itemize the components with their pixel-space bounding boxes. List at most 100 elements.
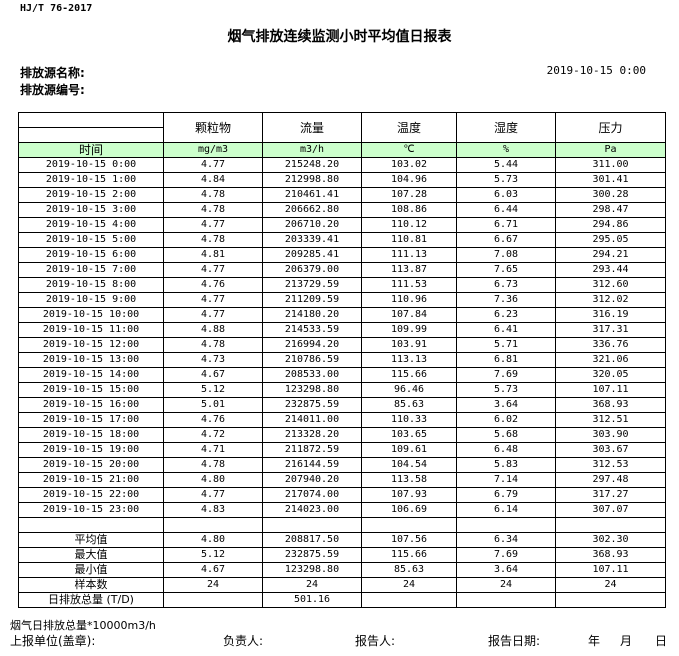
value-cell: 206662.80 [262,202,362,218]
value-cell: 5.12 [163,382,263,398]
value-cell: 4.76 [163,277,263,293]
summary-row: 最小值 4.67 123298.80 85.63 3.64 107.11 [18,562,666,578]
value-cell: 108.86 [361,202,457,218]
report-table: 颗粒物 流量 温度 湿度 压力 时间 mg/m3 m3/h ℃ % Pa 201… [18,112,666,608]
table-row: 2019-10-15 15:00 5.12 123298.80 96.46 5.73 10… [18,382,666,398]
value-cell: 7.65 [456,262,556,278]
time-cell: 2019-10-15 7:00 [18,262,164,278]
summary-value: 3.64 [456,562,556,578]
value-cell: 103.02 [361,157,457,173]
value-cell: 4.77 [163,307,263,323]
day-label: 日 [655,634,668,648]
table-row: 2019-10-15 19:00 4.71 211872.59 109.61 6.48 3… [18,442,666,458]
time-cell: 2019-10-15 11:00 [18,322,164,338]
source-name-label: 排放源名称: [20,66,85,80]
unit-cell: ℃ [361,142,457,158]
value-cell: 107.28 [361,187,457,203]
value-cell: 4.77 [163,157,263,173]
col-header: 温度 [361,112,457,143]
value-cell: 301.41 [555,172,666,188]
value-cell: 6.23 [456,307,556,323]
table-row: 2019-10-15 22:00 4.77 217074.00 107.93 6.79 3… [18,487,666,503]
time-cell: 2019-10-15 21:00 [18,472,164,488]
value-cell: 215248.20 [262,157,362,173]
col-header: 流量 [262,112,362,143]
summary-label: 样本数 [18,577,164,593]
value-cell: 303.90 [555,427,666,443]
value-cell: 4.72 [163,427,263,443]
unit-cell: m3/h [262,142,362,158]
value-cell: 4.77 [163,217,263,233]
table-row: 2019-10-15 20:00 4.78 216144.59 104.54 5.83 3… [18,457,666,473]
time-cell: 2019-10-15 23:00 [18,502,164,518]
value-cell: 4.77 [163,262,263,278]
value-cell: 214180.20 [262,307,362,323]
value-cell: 7.69 [456,367,556,383]
value-cell: 312.02 [555,292,666,308]
units-row: 时间 mg/m3 m3/h ℃ % Pa [18,142,666,158]
value-cell: 217074.00 [262,487,362,503]
header-corner-top [18,112,164,128]
value-cell: 207940.20 [262,472,362,488]
value-cell: 4.67 [163,367,263,383]
blank-row [18,517,666,533]
time-cell: 2019-10-15 6:00 [18,247,164,263]
time-cell: 2019-10-15 15:00 [18,382,164,398]
value-cell: 6.79 [456,487,556,503]
value-cell: 4.83 [163,502,263,518]
summary-value [361,592,457,608]
value-cell: 216144.59 [262,457,362,473]
value-cell: 312.53 [555,457,666,473]
value-cell: 6.41 [456,322,556,338]
summary-row: 最大值 5.12 232875.59 115.66 7.69 368.93 [18,547,666,563]
value-cell: 109.99 [361,322,457,338]
value-cell: 295.05 [555,232,666,248]
value-cell: 3.64 [456,397,556,413]
value-cell: 4.78 [163,457,263,473]
source-number-label: 排放源编号: [20,83,85,97]
value-cell: 336.76 [555,337,666,353]
value-cell: 213729.59 [262,277,362,293]
value-cell: 297.48 [555,472,666,488]
table-row: 2019-10-15 17:00 4.76 214011.00 110.33 6.02 3… [18,412,666,428]
table-row: 2019-10-15 8:00 4.76 213729.59 111.53 6.73 31… [18,277,666,293]
summary-value: 368.93 [555,547,666,563]
report-date-label: 报告日期: [488,634,541,648]
time-cell: 2019-10-15 2:00 [18,187,164,203]
value-cell: 4.78 [163,202,263,218]
value-cell: 293.44 [555,262,666,278]
summary-value: 24 [361,577,457,593]
unit-cell: % [456,142,556,158]
value-cell: 5.73 [456,382,556,398]
blank-cell [555,517,666,533]
value-cell: 4.78 [163,187,263,203]
value-cell: 317.31 [555,322,666,338]
value-cell: 5.83 [456,457,556,473]
unit-label: 上报单位(盖章): [10,634,96,648]
value-cell: 298.47 [555,202,666,218]
table-row: 2019-10-15 18:00 4.72 213328.20 103.65 5.68 3… [18,427,666,443]
value-cell: 4.80 [163,472,263,488]
value-cell: 6.71 [456,217,556,233]
table-row: 2019-10-15 5:00 4.78 203339.41 110.81 6.67 29… [18,232,666,248]
value-cell: 4.88 [163,322,263,338]
table-row: 2019-10-15 13:00 4.73 210786.59 113.13 6.81 3… [18,352,666,368]
col-header: 湿度 [456,112,556,143]
summary-value: 302.30 [555,532,666,548]
year-label: 年 [588,634,601,648]
table-row: 2019-10-15 7:00 4.77 206379.00 113.87 7.65 29… [18,262,666,278]
value-cell: 104.96 [361,172,457,188]
time-cell: 2019-10-15 18:00 [18,427,164,443]
value-cell: 6.81 [456,352,556,368]
time-cell: 2019-10-15 3:00 [18,202,164,218]
time-cell: 2019-10-15 4:00 [18,217,164,233]
time-cell: 2019-10-15 19:00 [18,442,164,458]
time-cell: 2019-10-15 22:00 [18,487,164,503]
value-cell: 311.00 [555,157,666,173]
month-label: 月 [620,634,633,648]
table-row: 2019-10-15 6:00 4.81 209285.41 111.13 7.08 29… [18,247,666,263]
value-cell: 106.69 [361,502,457,518]
value-cell: 6.48 [456,442,556,458]
value-cell: 211872.59 [262,442,362,458]
value-cell: 5.44 [456,157,556,173]
